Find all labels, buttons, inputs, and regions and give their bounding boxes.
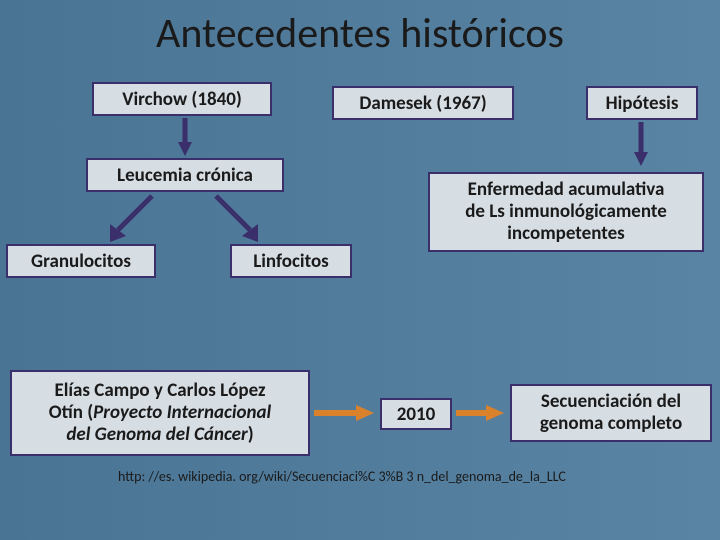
arrow-diag-left — [104, 194, 164, 246]
box-enfermedad: Enfermedad acumulativa de Ls inmunológic… — [428, 172, 704, 252]
box-linfocitos: Linfocitos — [230, 244, 352, 278]
elias-line3: del Genoma del Cáncer) — [49, 424, 271, 446]
box-elias: Elías Campo y Carlos López Otín (Proyect… — [10, 370, 310, 456]
elias-line1: Elías Campo y Carlos López — [49, 380, 271, 402]
box-secuenciacion: Secuenciación del genoma completo — [510, 384, 712, 442]
box-hipotesis: Hipótesis — [586, 86, 698, 120]
arrow-right-1 — [314, 404, 376, 422]
credit-text: http: //es. wikipedia. org/wiki/Secuenci… — [118, 468, 566, 485]
box-virchow: Virchow (1840) — [92, 82, 272, 116]
enfermedad-line2: de Ls inmunológicamente — [465, 201, 667, 223]
box-leucemia: Leucemia crónica — [86, 158, 284, 192]
arrow-diag-right — [204, 194, 264, 246]
arrow-right-2 — [456, 404, 506, 422]
box-2010: 2010 — [380, 398, 452, 430]
box-damesek: Damesek (1967) — [332, 86, 514, 120]
secuenciacion-line1: Secuenciación del — [540, 391, 682, 413]
enfermedad-line1: Enfermedad acumulativa — [465, 179, 667, 201]
arrow-down-1 — [178, 118, 192, 158]
arrow-down-2 — [634, 122, 648, 168]
box-granulocitos: Granulocitos — [6, 244, 156, 278]
enfermedad-line3: incompetentes — [465, 223, 667, 245]
secuenciacion-line2: genoma completo — [540, 413, 682, 435]
elias-line2: Otín (Proyecto Internacional — [49, 402, 271, 424]
page-title: Antecedentes históricos — [0, 0, 720, 59]
